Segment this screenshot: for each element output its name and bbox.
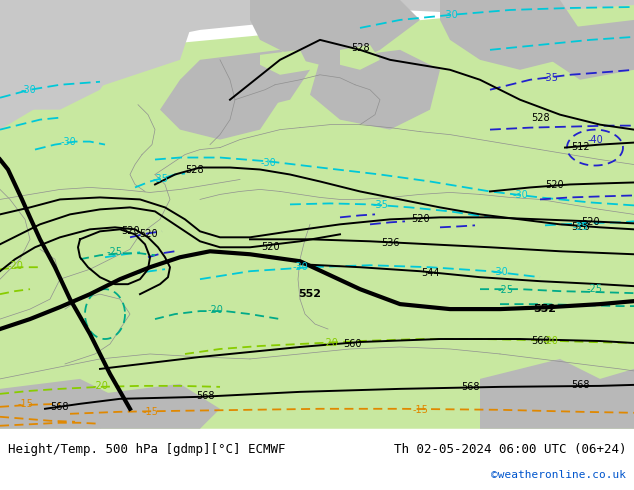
Text: -35: -35 bbox=[572, 222, 588, 232]
Text: -30: -30 bbox=[492, 267, 508, 277]
Text: 560: 560 bbox=[343, 339, 361, 349]
Polygon shape bbox=[0, 0, 200, 120]
Text: -15: -15 bbox=[17, 399, 33, 409]
Text: -20: -20 bbox=[542, 336, 558, 346]
Text: -40: -40 bbox=[587, 135, 603, 145]
Polygon shape bbox=[250, 0, 420, 70]
Text: 528: 528 bbox=[571, 222, 590, 232]
Text: -20: -20 bbox=[7, 261, 23, 271]
Text: 520: 520 bbox=[581, 218, 599, 227]
Polygon shape bbox=[0, 0, 634, 70]
Text: -35: -35 bbox=[372, 200, 388, 210]
Text: 520: 520 bbox=[546, 180, 564, 191]
Text: 520: 520 bbox=[411, 214, 429, 224]
Polygon shape bbox=[0, 0, 120, 110]
Text: 552: 552 bbox=[299, 289, 321, 299]
Text: -25: -25 bbox=[107, 247, 123, 257]
Text: 560: 560 bbox=[531, 336, 549, 346]
Text: -30: -30 bbox=[20, 85, 36, 95]
Text: -25: -25 bbox=[498, 285, 514, 295]
Text: 520: 520 bbox=[139, 229, 157, 239]
Polygon shape bbox=[480, 359, 634, 429]
Text: -35: -35 bbox=[542, 73, 558, 83]
Polygon shape bbox=[440, 0, 580, 70]
Text: 512: 512 bbox=[571, 142, 590, 151]
Text: -30: -30 bbox=[260, 157, 276, 168]
Text: -35: -35 bbox=[152, 174, 168, 184]
Text: -30: -30 bbox=[442, 10, 458, 20]
Polygon shape bbox=[310, 50, 440, 130]
Text: ©weatheronline.co.uk: ©weatheronline.co.uk bbox=[491, 470, 626, 480]
Text: 520: 520 bbox=[261, 242, 280, 252]
Text: -20: -20 bbox=[207, 305, 223, 315]
Text: -15: -15 bbox=[142, 407, 158, 417]
Polygon shape bbox=[180, 50, 310, 110]
Polygon shape bbox=[100, 384, 220, 429]
Text: -15: -15 bbox=[412, 405, 428, 415]
Polygon shape bbox=[0, 0, 160, 130]
Polygon shape bbox=[260, 50, 310, 75]
Text: 528: 528 bbox=[351, 43, 370, 53]
Polygon shape bbox=[0, 0, 634, 429]
Text: Height/Temp. 500 hPa [gdmp][°C] ECMWF: Height/Temp. 500 hPa [gdmp][°C] ECMWF bbox=[8, 443, 285, 456]
Text: 552: 552 bbox=[533, 304, 557, 314]
Polygon shape bbox=[550, 20, 634, 80]
Text: 528: 528 bbox=[531, 113, 549, 122]
Text: 568: 568 bbox=[50, 402, 68, 412]
Polygon shape bbox=[340, 45, 380, 70]
Text: -30: -30 bbox=[292, 262, 308, 272]
Text: -30: -30 bbox=[60, 137, 76, 147]
Text: -20: -20 bbox=[92, 381, 108, 391]
Polygon shape bbox=[0, 379, 120, 429]
Text: -25: -25 bbox=[587, 284, 603, 294]
Text: 544: 544 bbox=[421, 268, 439, 278]
Text: 568: 568 bbox=[461, 382, 479, 392]
Text: 568: 568 bbox=[571, 380, 589, 390]
Text: 568: 568 bbox=[196, 391, 214, 401]
Text: Th 02-05-2024 06:00 UTC (06+24): Th 02-05-2024 06:00 UTC (06+24) bbox=[394, 443, 626, 456]
Text: 520: 520 bbox=[120, 226, 139, 236]
Polygon shape bbox=[160, 70, 280, 140]
Text: 528: 528 bbox=[186, 165, 204, 174]
Text: -30: -30 bbox=[512, 191, 528, 200]
Text: -20: -20 bbox=[322, 338, 338, 348]
Text: 536: 536 bbox=[381, 238, 399, 248]
